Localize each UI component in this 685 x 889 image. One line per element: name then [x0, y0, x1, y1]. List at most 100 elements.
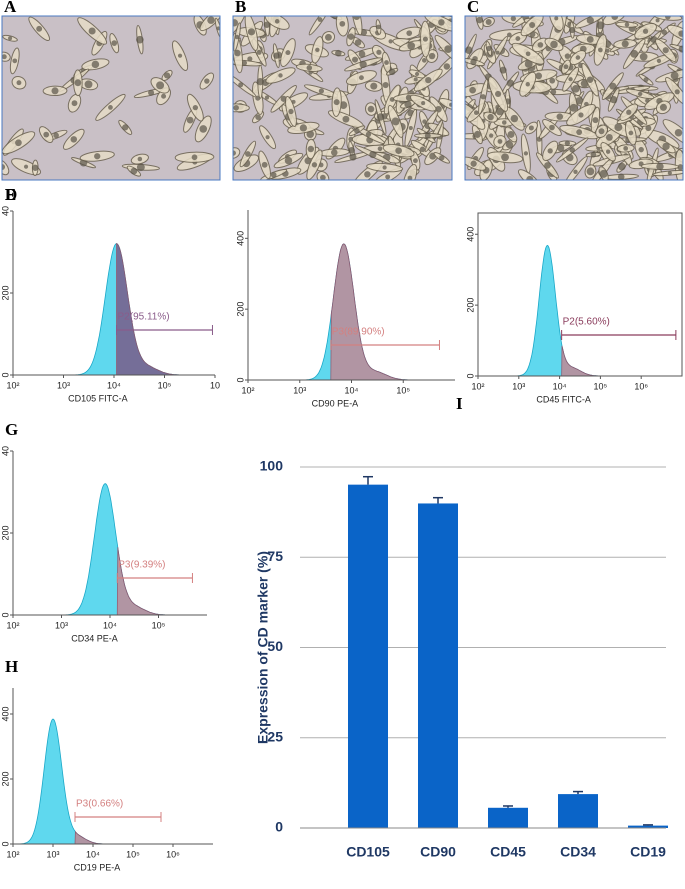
nucleus: [148, 89, 155, 96]
nucleus: [501, 153, 509, 162]
nucleus: [424, 132, 431, 139]
x-tick-label: 10³: [46, 849, 59, 859]
x-tick-label: CD45: [490, 844, 526, 860]
x-tick-label: 10⁴: [103, 620, 117, 630]
nucleus: [611, 16, 619, 21]
y-tick-label: 0: [0, 612, 10, 617]
bar: [418, 503, 458, 828]
x-tick-label: 10³: [512, 381, 525, 391]
nucleus: [247, 56, 253, 62]
nucleus: [480, 94, 486, 100]
nucleus: [547, 148, 553, 154]
y-tick-label: 200: [0, 285, 10, 300]
gate-label: P3(0.66%): [76, 799, 123, 810]
nucleus: [233, 105, 239, 111]
nucleus: [204, 78, 210, 84]
nucleus: [642, 28, 649, 34]
nucleus: [444, 45, 452, 54]
nucleus: [36, 25, 43, 32]
nucleus: [359, 60, 367, 69]
nucleus: [422, 36, 428, 42]
bar: [488, 807, 528, 828]
nucleus: [544, 162, 551, 169]
nucleus: [499, 66, 507, 74]
nucleus: [256, 78, 264, 86]
nucleus: [678, 30, 683, 37]
nucleus: [163, 72, 171, 79]
nucleus: [515, 36, 521, 41]
nucleus: [207, 16, 215, 24]
nucleus: [662, 142, 670, 151]
nucleus: [318, 88, 324, 94]
nucleus: [385, 174, 391, 180]
nucleus: [364, 171, 371, 178]
nucleus: [186, 116, 194, 124]
y-tick-label: 400: [465, 227, 475, 242]
bar: [558, 794, 598, 828]
nucleus: [245, 151, 251, 157]
nucleus: [473, 130, 481, 138]
gated-histogram: [74, 830, 109, 845]
nucleus: [265, 135, 270, 140]
nucleus: [569, 147, 576, 153]
nucleus: [564, 53, 571, 59]
nucleus: [528, 125, 534, 131]
nucleus: [285, 50, 291, 56]
nucleus: [263, 21, 271, 28]
gate-label: P2(5.60%): [563, 317, 610, 328]
x-tick-label: 10²: [6, 380, 19, 390]
panel-label: G: [5, 420, 18, 439]
nucleus: [177, 53, 183, 58]
x-tick-label: 10²: [6, 849, 19, 859]
nucleus: [564, 140, 570, 146]
x-axis-label: CD105 FITC-A: [68, 393, 128, 403]
nucleus: [156, 81, 165, 90]
nucleus: [610, 95, 618, 104]
y-tick-label: 0: [0, 372, 10, 377]
nucleus: [662, 47, 669, 54]
nucleus: [505, 140, 514, 149]
nucleus: [255, 114, 261, 120]
x-tick-label: CD105: [346, 844, 390, 860]
nucleus: [261, 161, 268, 168]
x-tick-label: 10²: [471, 381, 484, 391]
nucleus: [347, 33, 355, 40]
nucleus: [264, 95, 270, 100]
nucleus: [599, 169, 608, 178]
nucleus: [656, 162, 664, 171]
nucleus: [354, 39, 362, 46]
nucleus: [391, 117, 400, 126]
nucleus: [367, 105, 375, 113]
cells: [465, 16, 683, 180]
y-tick-label: 40: [0, 206, 10, 216]
nucleus: [670, 71, 679, 80]
panel-label: E: [5, 185, 16, 204]
nucleus: [590, 151, 597, 158]
nucleus: [353, 16, 361, 20]
nucleus: [333, 99, 340, 106]
nucleus: [523, 151, 529, 156]
nucleus: [12, 58, 18, 64]
nucleus: [605, 133, 613, 141]
nucleus: [592, 117, 599, 124]
nucleus: [524, 59, 533, 68]
nucleus: [568, 26, 576, 34]
nucleus: [549, 77, 556, 84]
micrograph-border: [232, 15, 453, 181]
nucleus: [575, 97, 583, 105]
nucleus: [395, 147, 402, 155]
nucleus: [489, 133, 494, 138]
x-tick-label: 10⁴: [345, 385, 359, 395]
nucleus: [469, 86, 476, 94]
nucleus: [53, 132, 59, 139]
nucleus: [233, 19, 239, 27]
nucleus: [678, 45, 683, 53]
x-tick-label: 10³: [57, 380, 70, 390]
nucleus: [32, 164, 39, 171]
bar: [628, 825, 668, 828]
micrograph: [232, 15, 453, 181]
nucleus: [320, 174, 326, 180]
nucleus: [238, 82, 244, 88]
nucleus: [623, 145, 629, 151]
